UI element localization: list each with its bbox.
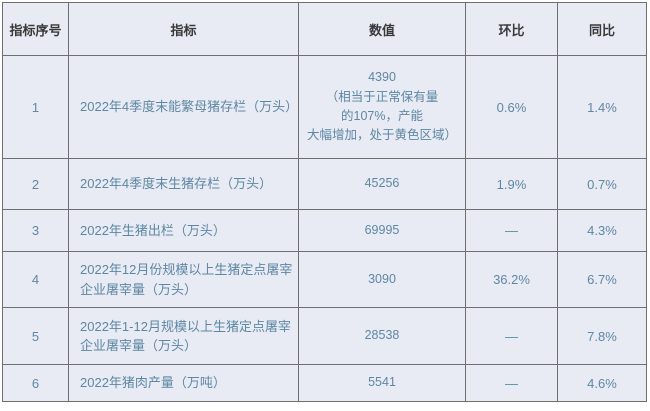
value-cell: 28538 (298, 307, 466, 365)
table-header-row: 指标序号 指标 数值 环比 同比 (2, 2, 647, 56)
mom-cell: — (465, 209, 558, 252)
row-number-cell: 1 (2, 55, 69, 159)
table-row: 5 2022年1-12月规模以上生猪定点屠宰企业屠宰量（万头） 28538 — … (2, 307, 647, 365)
table-container: 指标序号 指标 数值 环比 同比 1 2022年4季度末能繁母猪存栏（万头） 4… (2, 2, 647, 402)
header-cell-yoy: 同比 (557, 2, 647, 56)
value-cell: 5541 (298, 364, 466, 402)
table-row: 2 2022年4季度末生猪存栏（万头） 45256 1.9% 0.7% (2, 158, 647, 210)
value-cell: 4390 （相当于正常保有量 的107%，产能 大幅增加，处于黄色区域） (298, 55, 466, 159)
yoy-cell: 6.7% (557, 251, 647, 308)
value-cell: 69995 (298, 209, 466, 252)
mom-cell: — (465, 307, 558, 365)
header-cell-indicator-no: 指标序号 (2, 2, 69, 56)
header-cell-value: 数值 (298, 2, 466, 56)
indicator-cell: 2022年4季度末能繁母猪存栏（万头） (68, 55, 299, 159)
row-number-cell: 3 (2, 209, 69, 252)
mom-cell: 1.9% (465, 158, 558, 210)
yoy-cell: 1.4% (557, 55, 647, 159)
indicator-cell: 2022年猪肉产量（万吨） (68, 364, 299, 402)
row-number-cell: 6 (2, 364, 69, 402)
header-cell-indicator: 指标 (68, 2, 299, 56)
table-row: 1 2022年4季度末能繁母猪存栏（万头） 4390 （相当于正常保有量 的10… (2, 55, 647, 159)
indicator-cell: 2022年1-12月规模以上生猪定点屠宰企业屠宰量（万头） (68, 307, 299, 365)
yoy-cell: 4.3% (557, 209, 647, 252)
indicator-cell: 2022年4季度末生猪存栏（万头） (68, 158, 299, 210)
yoy-cell: 7.8% (557, 307, 647, 365)
table-row: 6 2022年猪肉产量（万吨） 5541 — 4.6% (2, 364, 647, 402)
mom-cell: — (465, 364, 558, 402)
row-number-cell: 2 (2, 158, 69, 210)
yoy-cell: 0.7% (557, 158, 647, 210)
indicator-cell: 2022年生猪出栏（万头） (68, 209, 299, 252)
mom-cell: 0.6% (465, 55, 558, 159)
value-cell: 45256 (298, 158, 466, 210)
header-cell-mom: 环比 (465, 2, 558, 56)
yoy-cell: 4.6% (557, 364, 647, 402)
table-row: 3 2022年生猪出栏（万头） 69995 — 4.3% (2, 209, 647, 252)
row-number-cell: 4 (2, 251, 69, 308)
mom-cell: 36.2% (465, 251, 558, 308)
value-cell: 3090 (298, 251, 466, 308)
table-row: 4 2022年12月份规模以上生猪定点屠宰企业屠宰量（万头） 3090 36.2… (2, 251, 647, 308)
pig-production-stats-table: 指标序号 指标 数值 环比 同比 1 2022年4季度末能繁母猪存栏（万头） 4… (2, 2, 647, 402)
row-number-cell: 5 (2, 307, 69, 365)
indicator-cell: 2022年12月份规模以上生猪定点屠宰企业屠宰量（万头） (68, 251, 299, 308)
